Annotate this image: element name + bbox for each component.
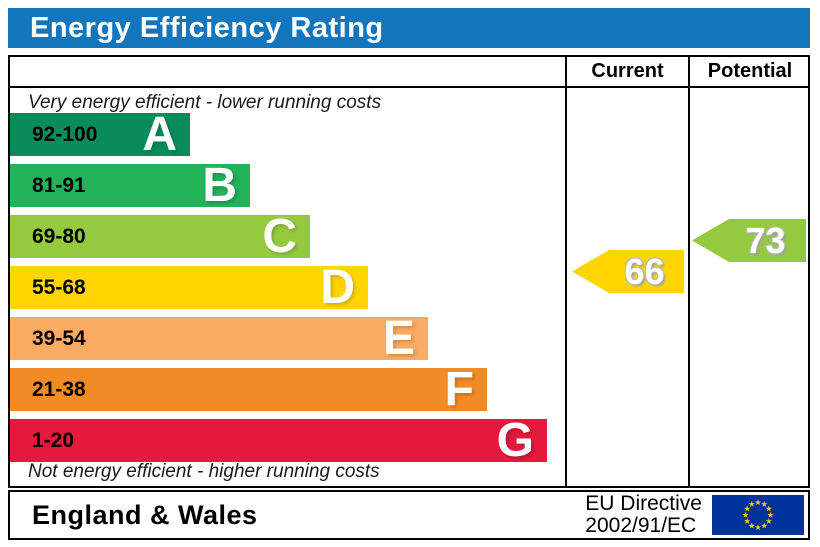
band-letter-c: C [262, 209, 297, 263]
potential-column-divider [688, 55, 690, 488]
potential-rating-value: 73 [745, 220, 786, 261]
current-column-divider [565, 55, 567, 488]
band-row-g: 1-20 G [10, 413, 547, 467]
potential-column-header: Potential [707, 60, 793, 82]
band-bar-e: 39-54 E [10, 311, 428, 365]
band-bar-d: 55-68 D [10, 260, 368, 314]
band-range-d: 55-68 [32, 275, 86, 299]
band-bar-g: 1-20 G [10, 413, 547, 467]
band-row-c: 69-80 C [10, 209, 310, 263]
band-range-g: 1-20 [32, 428, 75, 452]
potential-arrow-icon [692, 219, 806, 262]
region-label: England & Wales [32, 499, 258, 530]
eu-flag-icon [712, 495, 804, 535]
band-range-b: 81-91 [32, 173, 86, 197]
band-bar-b: 81-91 B [10, 158, 250, 212]
chart-title-bar: Energy Efficiency Rating [8, 8, 810, 48]
band-range-f: 21-38 [32, 377, 86, 401]
band-letter-a: A [142, 107, 177, 161]
band-range-e: 39-54 [32, 326, 86, 350]
band-letter-b: B [202, 158, 237, 212]
potential-arrow: 73 [692, 219, 806, 262]
band-row-f: 21-38 F [10, 362, 487, 416]
footer-bar: England & Wales EU Directive 2002/91/EC [8, 490, 810, 540]
eu-directive-line1: EU Directive [585, 492, 702, 515]
chart-title: Energy Efficiency Rating [30, 11, 384, 44]
band-row-d: 55-68 D [10, 260, 368, 314]
top-note: Very energy efficient - lower running co… [28, 92, 382, 113]
current-rating-value: 66 [624, 251, 665, 292]
band-letter-g: G [496, 413, 534, 467]
band-bar-f: 21-38 F [10, 362, 487, 416]
current-arrow-icon [572, 250, 684, 293]
current-column-header: Current [591, 60, 664, 82]
band-row-a: 92-100 A [10, 107, 190, 161]
band-range-c: 69-80 [32, 224, 86, 248]
band-row-b: 81-91 B [10, 158, 250, 212]
band-letter-d: D [320, 260, 355, 314]
bottom-note: Not energy efficient - higher running co… [28, 461, 380, 482]
eu-directive-line2: 2002/91/EC [585, 514, 697, 537]
band-letter-e: E [382, 311, 415, 365]
band-bar-c: 69-80 C [10, 209, 310, 263]
header-divider-rule [8, 86, 810, 88]
current-arrow: 66 [572, 250, 684, 293]
band-row-e: 39-54 E [10, 311, 428, 365]
band-bar-a: 92-100 A [10, 107, 190, 161]
band-range-a: 92-100 [32, 122, 98, 146]
eu-directive-label: EU Directive 2002/91/EC [585, 493, 702, 537]
band-letter-f: F [444, 362, 474, 416]
